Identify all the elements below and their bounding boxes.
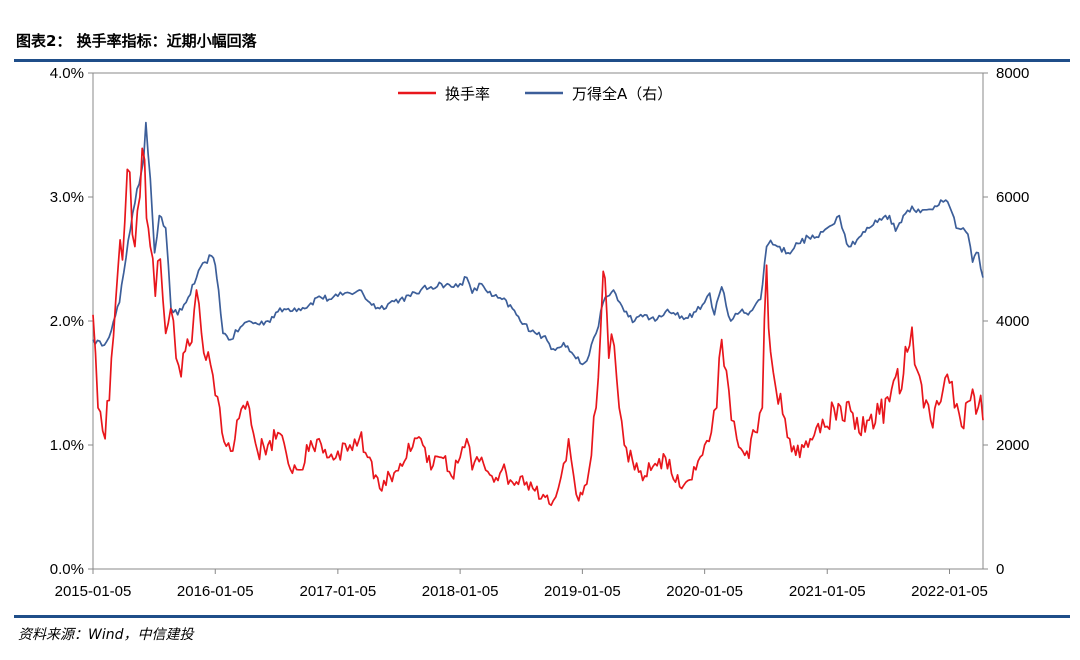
legend-label-index: 万得全A（右） (572, 85, 672, 103)
x-tick-label: 2022-01-05 (911, 583, 988, 600)
bottom-rule (14, 615, 1070, 618)
series-line-turnover (92, 147, 984, 507)
x-tick-label: 2021-01-05 (789, 583, 866, 600)
y-right-tick-label: 0 (996, 561, 1004, 578)
series-layer (92, 121, 984, 507)
x-tick-label: 2018-01-05 (422, 583, 499, 600)
y-left-tick-label: 3.0% (50, 189, 84, 206)
x-tick-label: 2016-01-05 (177, 583, 254, 600)
y-left-tick-label: 4.0% (50, 65, 84, 82)
x-tick-label: 2020-01-05 (666, 583, 743, 600)
legend: 换手率 万得全A（右） (398, 85, 672, 103)
y-right-tick-label: 2000 (996, 437, 1029, 454)
x-tick-label: 2019-01-05 (544, 583, 621, 600)
series-line-index (92, 121, 984, 366)
x-tick-label: 2017-01-05 (299, 583, 376, 600)
source-note: 资料来源：Wind，中信建投 (18, 627, 194, 643)
x-tick-label: 2015-01-05 (55, 583, 132, 600)
legend-label-turnover: 换手率 (445, 85, 490, 103)
y-right-tick-label: 4000 (996, 313, 1029, 330)
y-right-tick-label: 8000 (996, 65, 1029, 82)
axes: 0.0% 1.0% 2.0% 3.0% 4.0% 0 2000 4000 6000 8000 201… (50, 65, 1030, 600)
y-right-tick-label: 6000 (996, 189, 1029, 206)
top-rule (14, 59, 1070, 62)
figure-title: 图表2： 换手率指标：近期小幅回落 (16, 32, 257, 50)
y-left-tick-label: 1.0% (50, 437, 84, 454)
y-left-tick-label: 0.0% (50, 561, 84, 578)
y-left-tick-label: 2.0% (50, 313, 84, 330)
